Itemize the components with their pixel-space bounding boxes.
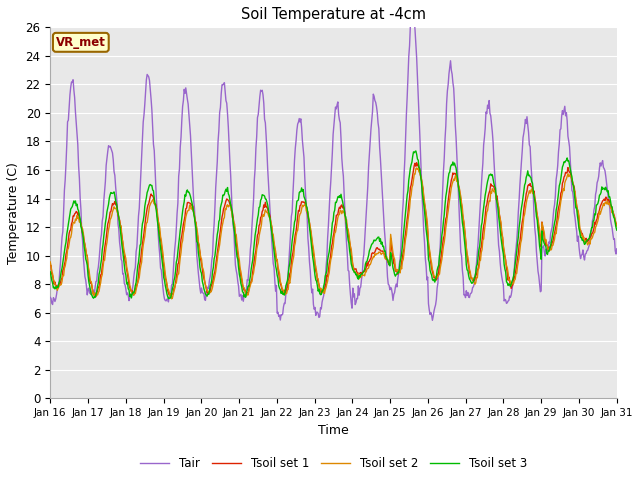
Tsoil set 1 xyxy=(403,216,411,222)
Tsoil set 3 xyxy=(412,148,420,154)
Line: Tair: Tair xyxy=(50,12,617,320)
Tsoil set 2 xyxy=(173,275,181,281)
Tair xyxy=(429,317,436,323)
Tsoil set 3 xyxy=(164,296,172,301)
Tair xyxy=(56,260,64,265)
Tsoil set 2 xyxy=(403,224,411,230)
Tair xyxy=(613,246,621,252)
Tsoil set 2 xyxy=(46,259,54,265)
Tsoil set 1 xyxy=(420,202,428,207)
Y-axis label: Temperature (C): Temperature (C) xyxy=(7,162,20,264)
Line: Tsoil set 1: Tsoil set 1 xyxy=(50,163,617,297)
Tsoil set 1 xyxy=(56,280,64,286)
Tsoil set 3 xyxy=(173,256,181,262)
Tsoil set 2 xyxy=(203,288,211,293)
Line: Tsoil set 2: Tsoil set 2 xyxy=(50,168,617,299)
Tsoil set 1 xyxy=(413,160,420,166)
Tsoil set 1 xyxy=(173,269,181,275)
Tsoil set 3 xyxy=(115,214,123,220)
Tsoil set 1 xyxy=(167,294,175,300)
Tsoil set 3 xyxy=(420,208,428,214)
Tsoil set 1 xyxy=(46,263,54,268)
Tsoil set 3 xyxy=(403,192,411,198)
Tsoil set 3 xyxy=(613,228,621,233)
Tsoil set 2 xyxy=(420,199,428,204)
Tsoil set 2 xyxy=(413,165,420,171)
Tsoil set 2 xyxy=(115,215,123,220)
Tair xyxy=(420,228,428,234)
Tair xyxy=(46,295,54,300)
Tsoil set 3 xyxy=(203,293,211,299)
Tsoil set 1 xyxy=(115,215,123,221)
Tsoil set 2 xyxy=(613,223,621,229)
X-axis label: Time: Time xyxy=(318,424,349,437)
Tair xyxy=(403,111,410,117)
Tsoil set 2 xyxy=(56,282,64,288)
Legend: Tair, Tsoil set 1, Tsoil set 2, Tsoil set 3: Tair, Tsoil set 1, Tsoil set 2, Tsoil se… xyxy=(135,453,532,475)
Text: VR_met: VR_met xyxy=(56,36,106,49)
Tsoil set 3 xyxy=(56,274,64,279)
Line: Tsoil set 3: Tsoil set 3 xyxy=(50,151,617,299)
Tsoil set 3 xyxy=(46,269,54,275)
Tsoil set 1 xyxy=(203,289,211,295)
Tair xyxy=(115,227,123,232)
Tair xyxy=(409,9,417,14)
Tair xyxy=(172,226,180,231)
Tsoil set 2 xyxy=(168,296,175,302)
Tsoil set 1 xyxy=(613,221,621,227)
Tair xyxy=(202,288,210,294)
Title: Soil Temperature at -4cm: Soil Temperature at -4cm xyxy=(241,7,426,22)
